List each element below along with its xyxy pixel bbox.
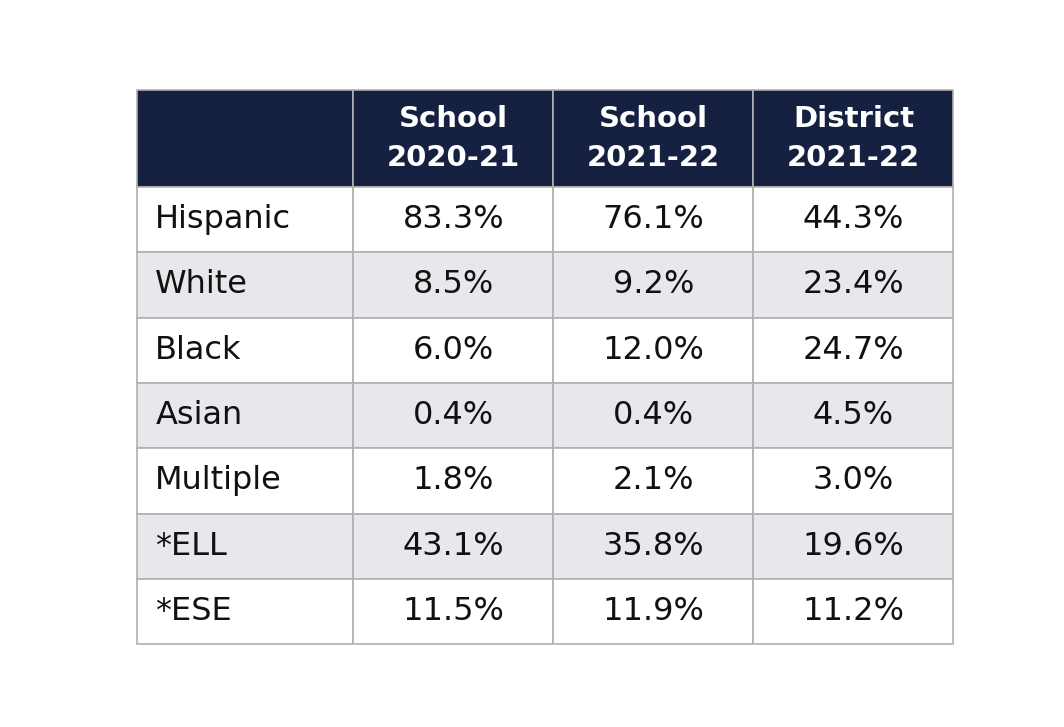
Text: 19.6%: 19.6% [802,531,904,562]
Text: White: White [155,270,248,300]
Text: Asian: Asian [155,400,243,431]
Bar [553,513,753,579]
Bar [353,449,553,513]
Text: 3.0%: 3.0% [813,465,894,497]
Bar [553,187,753,252]
Text: District
2021-22: District 2021-22 [787,105,920,172]
Text: 11.9%: 11.9% [602,596,704,627]
Text: 0.4%: 0.4% [613,400,694,431]
Text: 9.2%: 9.2% [613,270,694,300]
Text: 11.5%: 11.5% [402,596,504,627]
Text: 0.4%: 0.4% [413,400,494,431]
Bar [553,90,753,187]
Text: *ELL: *ELL [155,531,227,562]
Bar [753,383,953,449]
Bar [753,318,953,383]
Bar [137,90,353,187]
Text: Black: Black [155,335,242,366]
Bar [137,187,353,252]
Bar [353,252,553,318]
Text: School
2021-22: School 2021-22 [587,105,720,172]
Text: 23.4%: 23.4% [802,270,904,300]
Text: *ESE: *ESE [155,596,232,627]
Text: 24.7%: 24.7% [802,335,904,366]
Text: 83.3%: 83.3% [402,204,504,235]
Bar [553,318,753,383]
Text: 11.2%: 11.2% [802,596,904,627]
Bar [137,318,353,383]
Bar [353,513,553,579]
Text: School
2020-21: School 2020-21 [387,105,520,172]
Bar [353,90,553,187]
Bar [353,318,553,383]
Bar [353,187,553,252]
Bar [753,513,953,579]
Text: Multiple: Multiple [155,465,282,497]
Text: 35.8%: 35.8% [602,531,704,562]
Text: 2.1%: 2.1% [613,465,694,497]
Bar [753,449,953,513]
Bar [137,579,353,644]
Bar [753,187,953,252]
Bar [353,579,553,644]
Bar [137,252,353,318]
Bar [553,449,753,513]
Bar [753,579,953,644]
Text: 4.5%: 4.5% [813,400,894,431]
Bar [137,449,353,513]
Bar [553,252,753,318]
Text: 6.0%: 6.0% [413,335,494,366]
Bar [753,90,953,187]
Text: 43.1%: 43.1% [402,531,504,562]
Text: Hispanic: Hispanic [155,204,292,235]
Bar [753,252,953,318]
Text: 12.0%: 12.0% [602,335,704,366]
Bar [553,579,753,644]
Bar [137,383,353,449]
Bar [137,513,353,579]
Text: 76.1%: 76.1% [602,204,704,235]
Text: 1.8%: 1.8% [413,465,494,497]
Text: 44.3%: 44.3% [802,204,904,235]
Text: 8.5%: 8.5% [413,270,494,300]
Bar [353,383,553,449]
Bar [553,383,753,449]
